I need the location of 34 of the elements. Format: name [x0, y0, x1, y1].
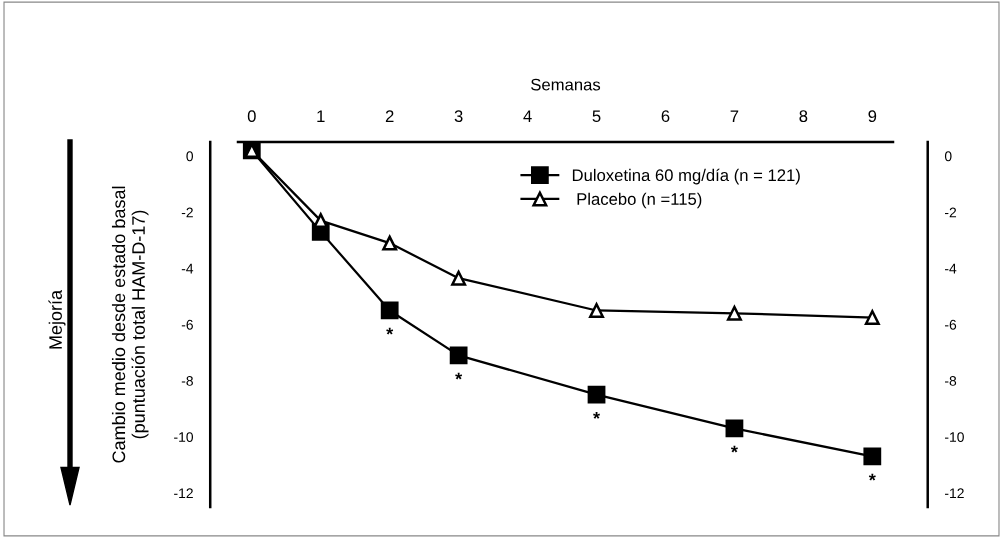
x-tick-label: 0 [247, 110, 256, 123]
annotation: * [868, 473, 876, 481]
y-tick-label: -12 [174, 488, 193, 498]
x-tick-label: 6 [661, 110, 670, 123]
annotation: * [593, 412, 601, 419]
x-tick-label: 8 [799, 110, 808, 123]
annotation: * [455, 372, 463, 380]
x-tick-label: 9 [868, 110, 877, 123]
y-tick-label: -10 [174, 432, 194, 442]
annotation: * [386, 327, 394, 335]
y-axis-title: Cambio medio desde estado basal (puntuación total HAM-D-17) [111, 186, 149, 463]
y2-tick-label: -8 [945, 375, 957, 386]
x-tick-label: 5 [592, 110, 601, 123]
annotation: * [730, 445, 738, 453]
y2-tick-label: -4 [945, 263, 957, 274]
legend-label: Placebo (n =115) [577, 192, 702, 209]
y2-tick-label: -6 [945, 319, 957, 330]
y2-tick-label: -12 [945, 488, 964, 498]
text: Mejoría [48, 289, 66, 349]
y2-tick-label: 0 [944, 151, 952, 162]
y2-tick-label: -2 [945, 207, 957, 218]
x-tick-label: 3 [454, 110, 463, 123]
x-tick-label: 1 [317, 110, 325, 122]
y-tick-label: -2 [181, 207, 193, 218]
legend-label: Duloxetina 60 mg/día (n = 121) [572, 168, 800, 185]
y2-tick-label: -10 [945, 432, 964, 442]
x-tick-label: 2 [385, 110, 394, 122]
y-tick-label: -8 [181, 375, 193, 386]
y-tick-label: 0 [186, 151, 194, 162]
x-axis-title: Semanas [531, 78, 601, 91]
y-tick-label: -6 [181, 319, 193, 330]
y-tick-label: -4 [181, 263, 194, 274]
x-tick-label: 4 [523, 110, 532, 122]
x-tick-label: 7 [730, 110, 739, 122]
